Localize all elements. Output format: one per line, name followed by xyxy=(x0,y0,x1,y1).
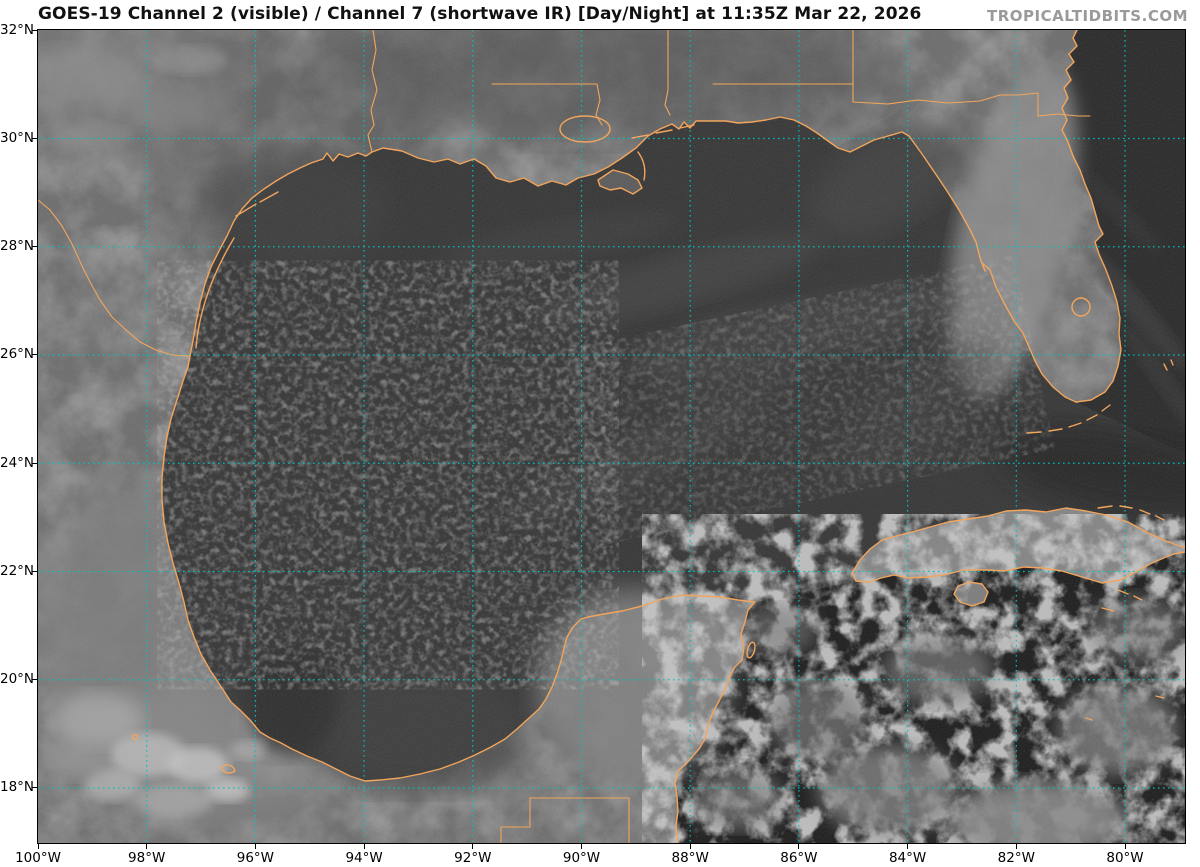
tamiahua-lagoon xyxy=(131,733,139,741)
lon-axis-tick xyxy=(689,844,691,849)
lon-axis-tick xyxy=(146,844,148,849)
cuba-keys xyxy=(1097,505,1165,612)
lon-tick-label: 98°W xyxy=(128,850,166,866)
lat-axis-tick xyxy=(32,137,37,139)
lat-tick-label: 30°N xyxy=(0,129,35,146)
lon-axis-tick xyxy=(472,844,474,849)
lon-tick-label: 94°W xyxy=(345,850,383,866)
lon-tick-label: 92°W xyxy=(454,850,492,866)
lon-axis-tick xyxy=(1015,844,1017,849)
lon-tick-label: 90°W xyxy=(562,850,601,866)
lat-axis-tick xyxy=(32,570,37,572)
lat-tick-label: 20°N xyxy=(0,671,35,687)
florida-keys xyxy=(1026,404,1111,434)
cloud-layer xyxy=(38,30,1185,843)
texas-mexico-yucatan-coast xyxy=(161,151,756,843)
lon-tick-label: 84°W xyxy=(888,850,927,866)
lat-axis-tick xyxy=(32,354,37,356)
borders-layer xyxy=(38,30,1091,843)
alvarado-lagoon xyxy=(220,764,236,774)
bimini-islands xyxy=(1163,359,1174,371)
lat-tick-label: 22°N xyxy=(0,562,35,579)
mississippi-delta-outline xyxy=(597,169,643,195)
louisiana-mississippi-border xyxy=(491,83,603,126)
lat-axis-tick xyxy=(32,787,37,789)
lat-tick-label: 26°N xyxy=(0,346,35,363)
lon-axis-tick xyxy=(798,844,800,849)
lat-axis-tick xyxy=(32,29,37,31)
lon-axis-tick xyxy=(254,844,256,849)
lat-axis-tick xyxy=(32,679,37,680)
alabama-georgia-florida-borders xyxy=(712,30,1091,117)
lon-axis-tick xyxy=(37,844,39,849)
lat-tick-label: 28°N xyxy=(0,238,35,254)
rio-grande-border xyxy=(38,199,191,357)
lon-tick-label: 96°W xyxy=(236,850,275,866)
lon-axis-tick xyxy=(363,844,365,849)
gulf-coast-us xyxy=(371,116,1077,403)
lat-tick-label: 18°N xyxy=(0,779,35,796)
lat-axis-tick xyxy=(32,246,37,247)
laguna-madre xyxy=(195,191,279,349)
lon-axis-tick xyxy=(581,844,582,849)
lat-tick-label: 32°N xyxy=(0,21,35,38)
lon-axis-tick xyxy=(907,844,909,849)
cuba-north-coast xyxy=(851,507,1185,582)
site-watermark: TROPICALTIDBITS.COM xyxy=(987,7,1188,25)
lon-tick-label: 88°W xyxy=(671,850,709,866)
georgia-florida-east-coast xyxy=(1061,30,1122,403)
lon-tick-label: 100°W xyxy=(15,850,61,866)
coastlines-layer xyxy=(131,30,1185,843)
lon-tick-label: 80°W xyxy=(1106,850,1144,866)
mississippi-alabama-border xyxy=(664,30,671,116)
lon-axis-tick xyxy=(1124,844,1126,849)
lake-okeechobee xyxy=(1071,297,1091,317)
lon-tick-label: 82°W xyxy=(997,850,1035,866)
lon-tick-label: 86°W xyxy=(780,850,818,866)
mississippi-sound-islands xyxy=(631,124,695,181)
lake-pontchartrain xyxy=(559,115,611,143)
image-title: GOES-19 Channel 2 (visible) / Channel 7 … xyxy=(38,4,922,24)
isla-juventud-outline xyxy=(953,581,989,607)
mexico-guatemala-belize-borders xyxy=(500,797,630,843)
cayman-islands xyxy=(1085,695,1165,721)
lat-axis-tick xyxy=(32,462,37,464)
cozumel-island xyxy=(746,641,756,659)
cuba-south-coast xyxy=(855,551,1185,584)
satellite-map xyxy=(37,29,1186,844)
lat-tick-label: 24°N xyxy=(0,454,35,471)
texas-louisiana-border xyxy=(367,30,378,153)
